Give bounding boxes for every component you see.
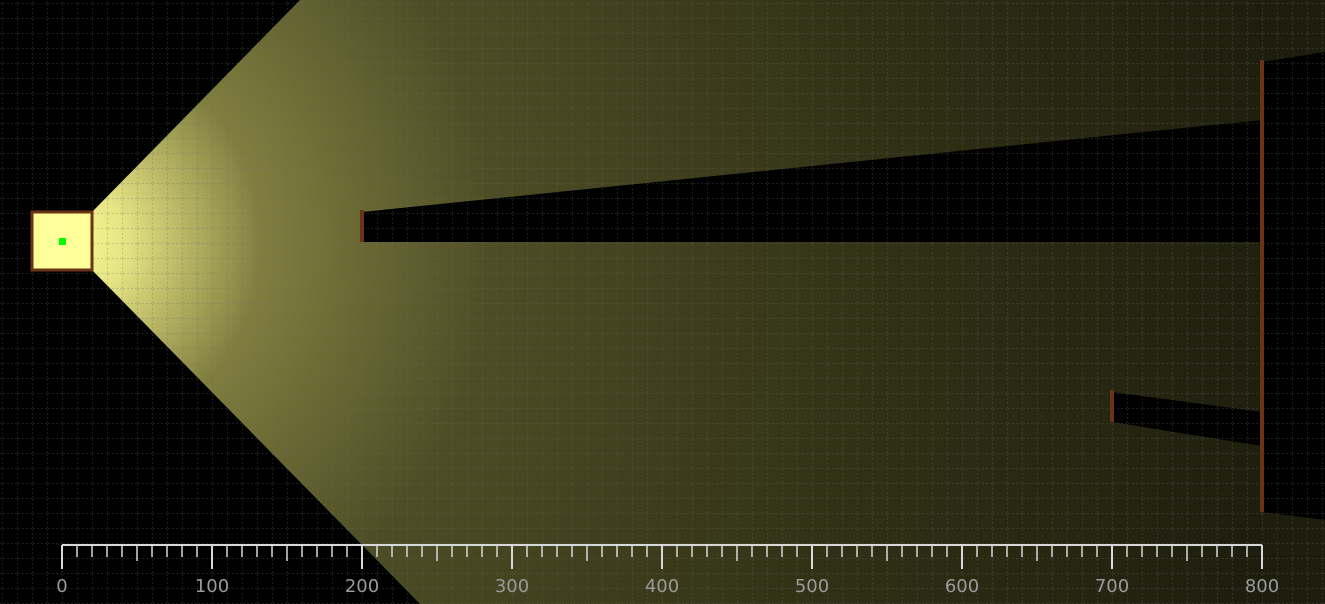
wall-lower[interactable]: [1110, 390, 1114, 422]
ruler-label: 500: [795, 576, 829, 597]
green-dot[interactable]: [59, 238, 66, 245]
ruler-label: 600: [945, 576, 979, 597]
ruler-label: 100: [195, 576, 229, 597]
ruler-label: 400: [645, 576, 679, 597]
ruler: 0 100 200 300 400 500 600 700 800: [56, 544, 1279, 597]
ruler-label: 700: [1095, 576, 1129, 597]
ruler-label: 800: [1245, 576, 1279, 597]
ruler-label: 0: [56, 576, 67, 597]
wall-tall[interactable]: [1260, 60, 1264, 512]
ruler-label: 200: [345, 576, 379, 597]
wall-upper[interactable]: [360, 210, 364, 242]
ruler-label: 300: [495, 576, 529, 597]
